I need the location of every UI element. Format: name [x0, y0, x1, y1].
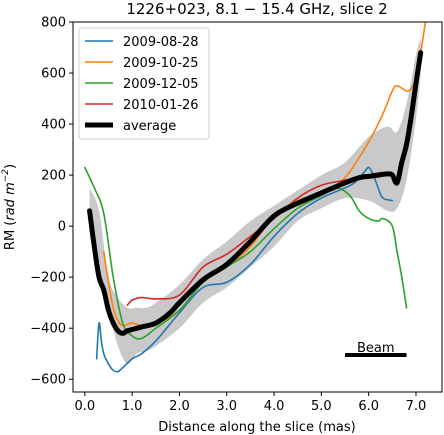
y-axis-label: RM (rad m−2) — [1, 164, 18, 250]
x-tick-label: 0.0 — [74, 399, 95, 414]
y-axis-label-unit: rad m — [3, 182, 18, 220]
x-tick-label: 7.0 — [406, 399, 427, 414]
plot-frame — [72, 21, 443, 393]
legend-label-3: 2009-12-05 — [123, 77, 199, 92]
y-tick-label: −200 — [30, 271, 66, 286]
y-tick-label: 400 — [41, 118, 66, 133]
series-line-5 — [87, 50, 424, 336]
x-axis-label: Distance along the slice (mas) — [158, 420, 355, 435]
x-tick-label: 6.0 — [358, 399, 379, 414]
chart-title: 1226+023, 8.1 − 15.4 GHz, slice 2 — [126, 0, 387, 18]
x-tick-label: 4.0 — [264, 399, 285, 414]
y-tick-label: −600 — [30, 373, 66, 388]
legend-label-4: 2010-01-26 — [123, 98, 199, 113]
legend: 2009-08-28 2009-10-25 2009-12-05 2010-01-26… — [78, 27, 210, 140]
series-line-1 — [95, 166, 394, 373]
legend-label-2: 2009-10-25 — [123, 56, 199, 71]
x-tick-label: 3.0 — [216, 399, 237, 414]
legend-box — [78, 27, 210, 140]
y-tick-label: −400 — [30, 322, 66, 337]
legend-label-1: 2009-08-28 — [123, 35, 199, 50]
axes: 0.0 1.0 2.0 3.0 4.0 5.0 6.0 7.0 −600 −400 −200 0 200… — [30, 16, 426, 415]
plot-area — [84, 22, 427, 373]
legend-label-5: average — [123, 119, 176, 134]
beam-annotation: Beam — [345, 341, 407, 357]
y-axis-label-main: RM ( — [3, 221, 18, 250]
y-tick-label: 0 — [58, 220, 66, 235]
series-line-3 — [84, 166, 408, 340]
y-tick-label: 600 — [41, 67, 66, 82]
y-tick-label: 200 — [41, 169, 66, 184]
x-tick-label: 2.0 — [169, 399, 190, 414]
x-tick-label: 5.0 — [311, 399, 332, 414]
y-axis-label-close: ) — [3, 164, 18, 169]
x-tick-label: 1.0 — [122, 399, 143, 414]
y-axis-label-sup: −2 — [1, 169, 11, 183]
y-tick-label: 800 — [41, 16, 66, 31]
beam-label: Beam — [357, 341, 395, 356]
